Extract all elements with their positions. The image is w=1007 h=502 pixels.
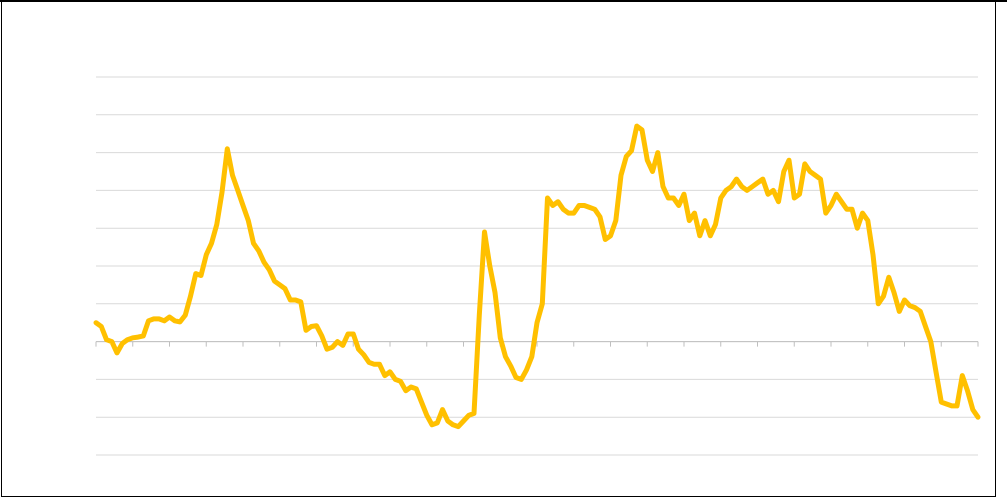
chart-border [1, 1, 996, 497]
series-group [93, 123, 981, 430]
series-line [93, 123, 981, 430]
